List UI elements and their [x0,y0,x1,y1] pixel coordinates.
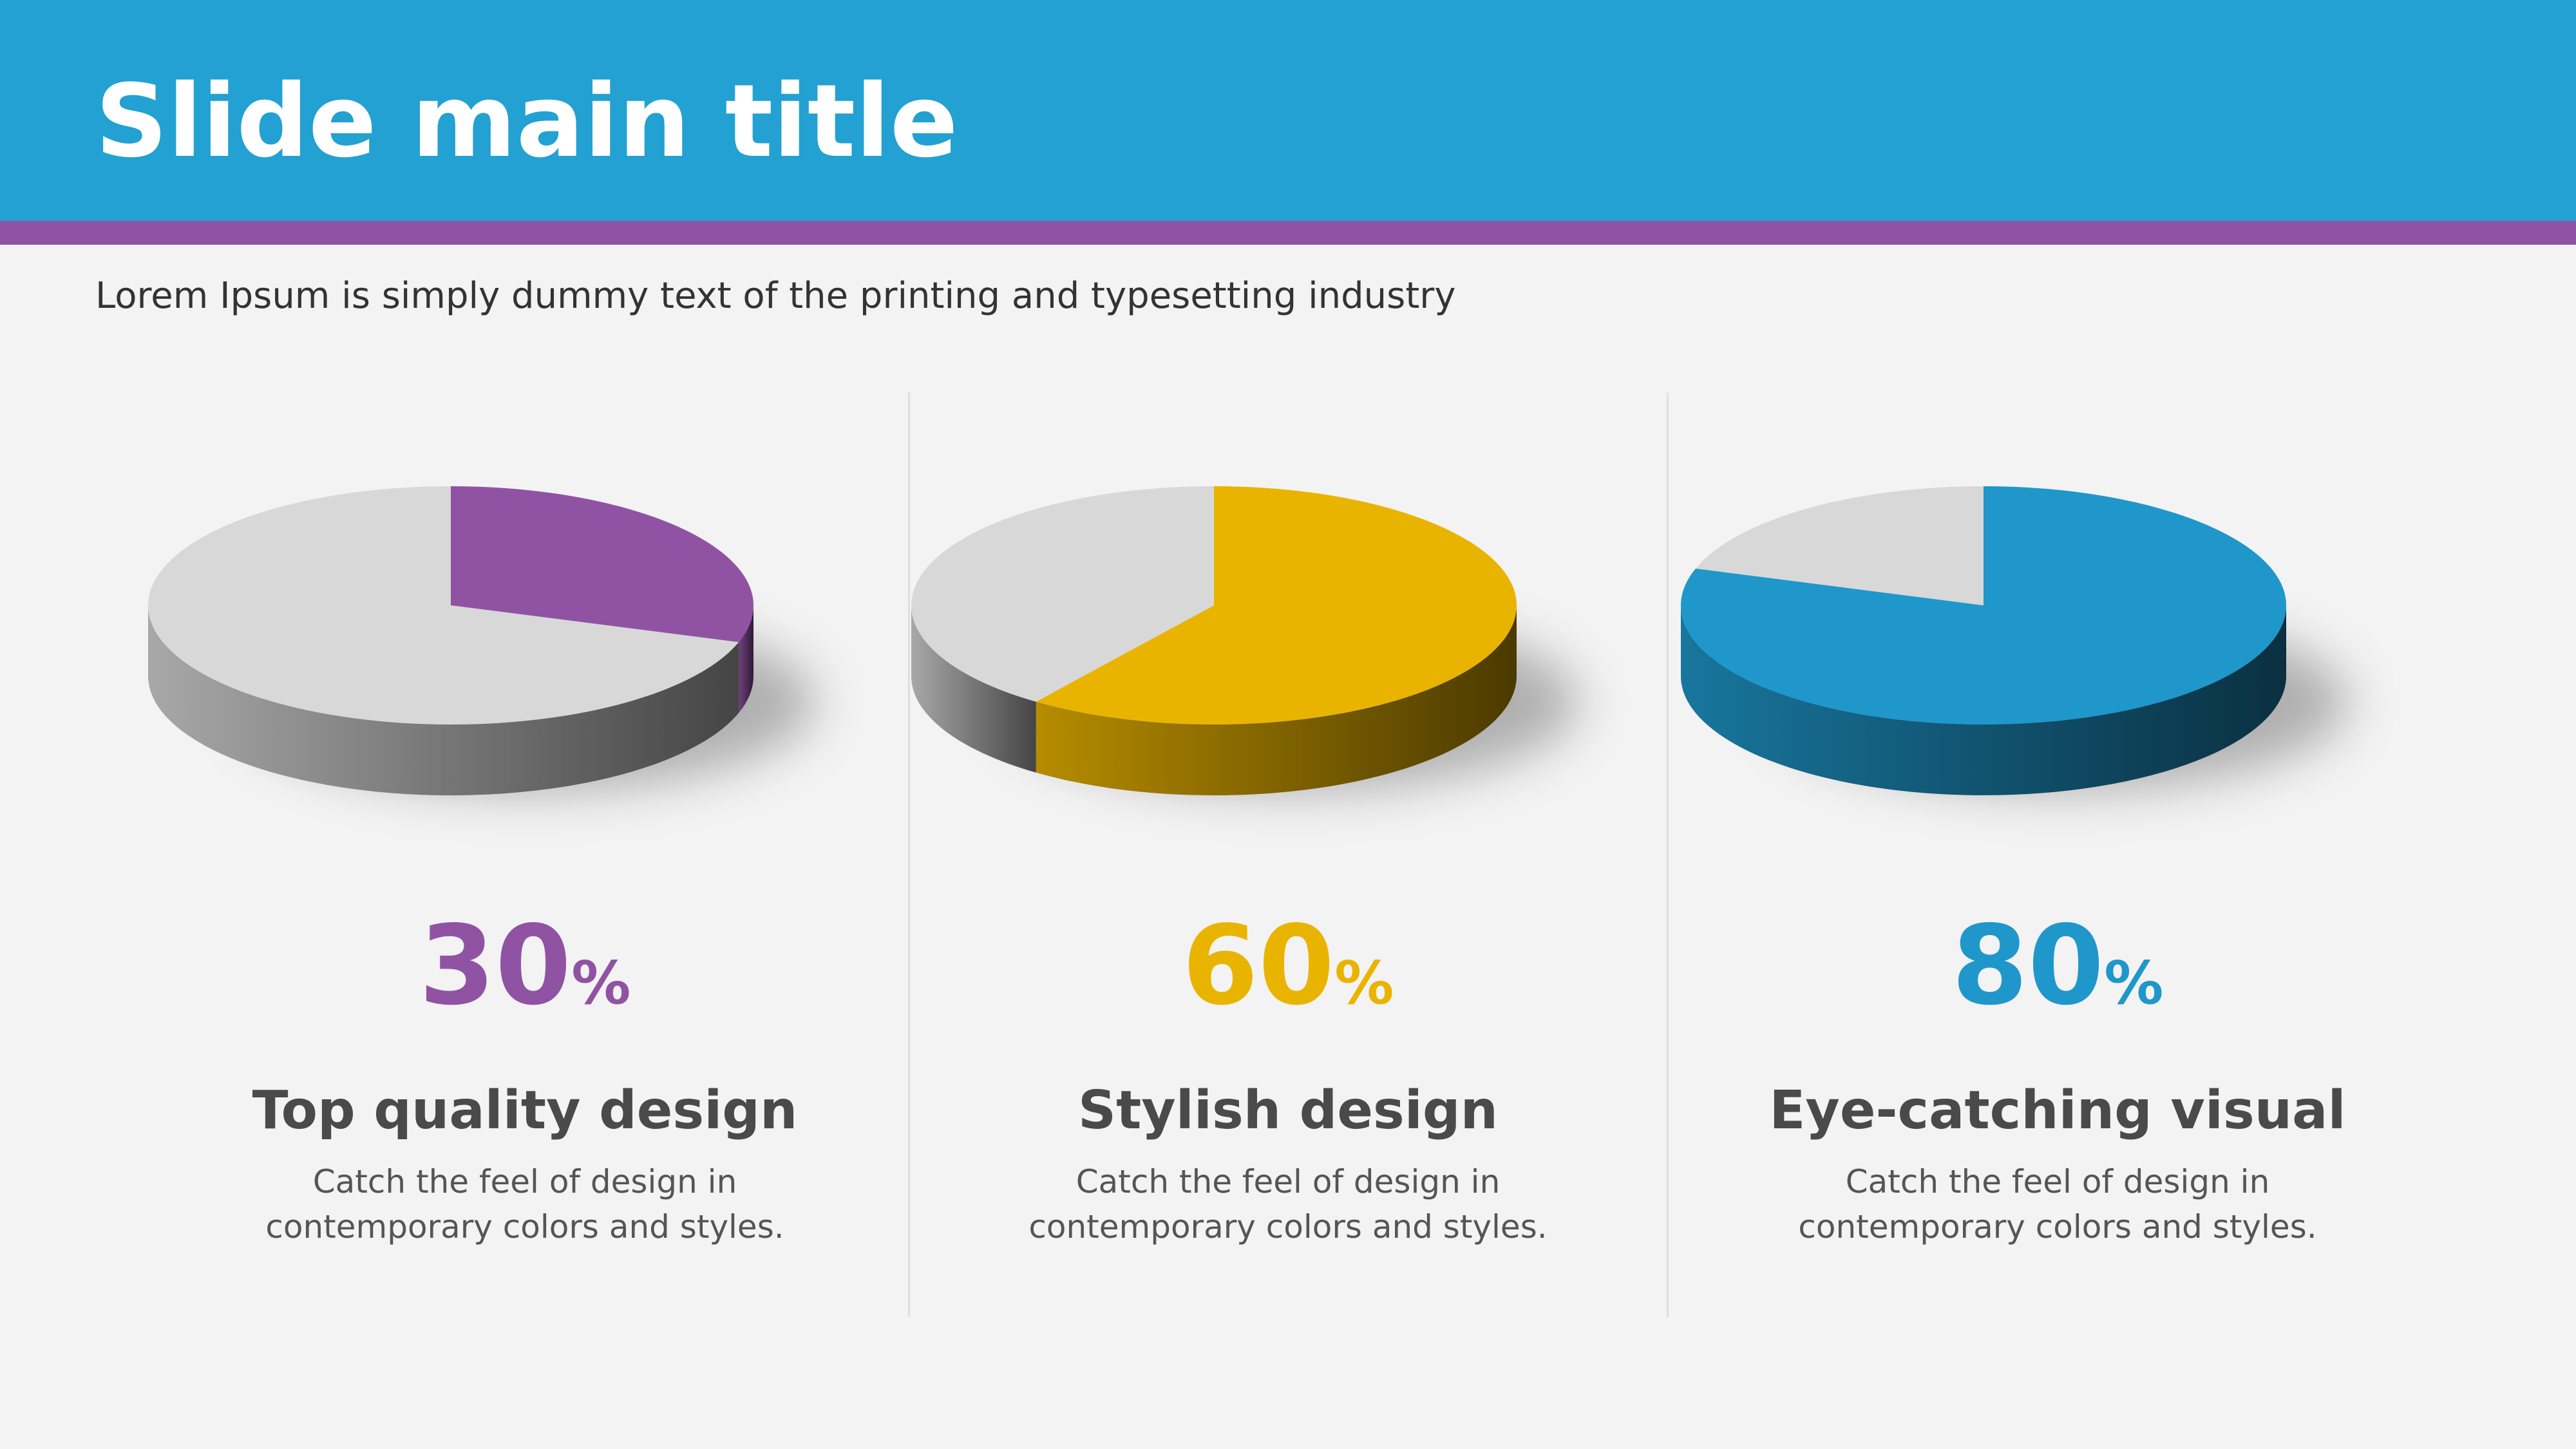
pie-2-slice-remainder [911,486,1214,702]
pie-chart-3 [1681,486,2349,795]
stat-column-3: 80% Eye-catching visual Catch the feel o… [1681,451,2434,1288]
pie-1-side-remainder [148,605,739,795]
pie-2-side-highlighted [1036,605,1517,795]
percent-sign-2: % [1334,949,1394,1018]
pie-1-side-highlighted [738,605,753,714]
column-heading-2: Stylish design [1078,1080,1498,1141]
pie-3-slice-remainder [1696,486,1984,605]
stat-column-1: 30% Top quality design Catch the feel of… [148,451,902,1288]
pie-3-side-highlighted [1681,605,2286,795]
percent-sign-1: % [571,949,631,1018]
column-divider-2 [1667,393,1669,1317]
column-description-2: Catch the feel of design in contemporary… [1028,1163,1548,1245]
column-description-3: Catch the feel of design in contemporary… [1798,1163,2317,1245]
title-accent-stripe [0,221,2576,245]
percent-number-3: 80 [1951,902,2105,1030]
column-heading-1: Top quality design [252,1080,798,1141]
pie-chart-2 [911,486,1579,795]
pie-2-side-remainder [911,605,1036,773]
percent-number-1: 30 [419,902,572,1030]
percent-number-2: 60 [1182,902,1335,1030]
pie-1-slice-remainder [148,486,739,724]
title-band [0,0,2576,221]
stat-column-2: 60% Stylish design Catch the feel of des… [911,451,1665,1288]
percent-value-2: 60% [911,902,1665,1065]
pie-1-slice-highlighted [451,486,753,643]
percent-value-3: 80% [1681,902,2434,1065]
slide-subtitle: Lorem Ipsum is simply dummy text of the … [95,275,1456,317]
percent-value-1: 30% [148,902,902,1065]
percent-sign-3: % [2104,949,2164,1018]
column-divider-1 [908,393,910,1317]
column-description-1: Catch the feel of design in contemporary… [265,1163,784,1245]
pie-chart-1 [148,486,816,795]
column-heading-3: Eye-catching visual [1769,1080,2346,1141]
slide-title: Slide main title [95,62,958,180]
pie-2-slice-highlighted [1036,486,1517,724]
